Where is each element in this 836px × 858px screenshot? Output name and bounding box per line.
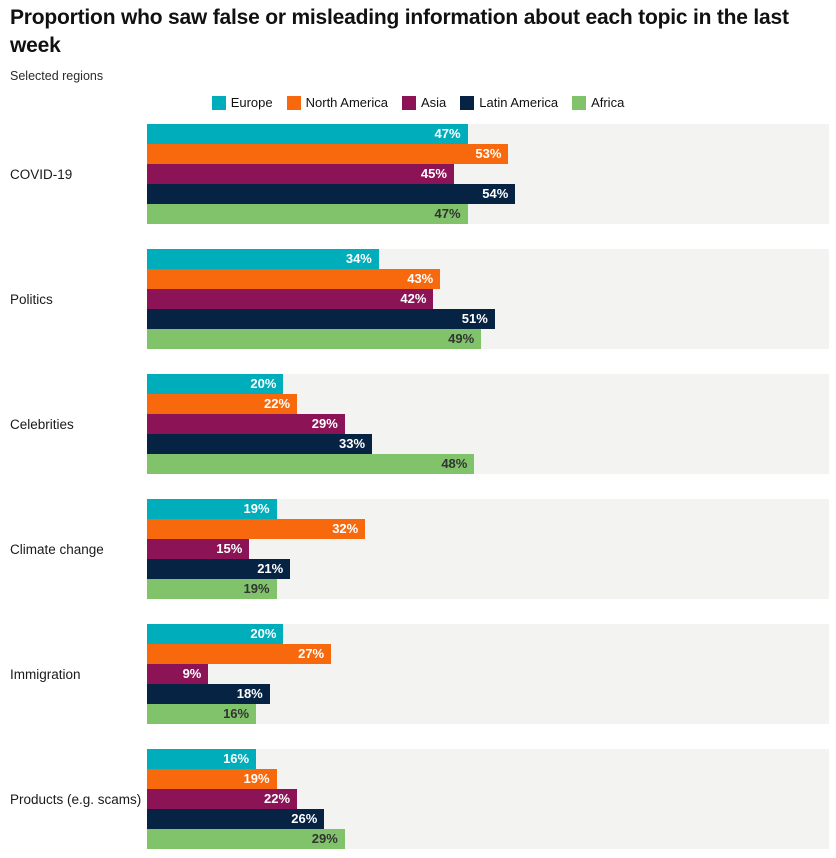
bar-latin-america: 54% bbox=[147, 184, 516, 204]
bar-north-america: 27% bbox=[147, 644, 332, 664]
bar-north-america: 53% bbox=[147, 144, 509, 164]
category-label: Politics bbox=[10, 291, 53, 307]
category-group: Celebrities 20% 22% 29% 33% 48% bbox=[0, 374, 836, 474]
bar-value-label: 26% bbox=[291, 811, 318, 826]
bar-europe: 19% bbox=[147, 499, 277, 519]
bar-north-america: 22% bbox=[147, 394, 298, 414]
bar-africa: 19% bbox=[147, 579, 277, 599]
legend-swatch-icon bbox=[211, 95, 226, 110]
bar-value-label: 29% bbox=[311, 831, 338, 846]
bar-asia: 15% bbox=[147, 539, 250, 559]
bar-europe: 34% bbox=[147, 249, 379, 269]
bar-asia: 22% bbox=[147, 789, 298, 809]
bar-africa: 49% bbox=[147, 329, 482, 349]
bar-value-label: 20% bbox=[250, 376, 277, 391]
legend-swatch-icon bbox=[286, 95, 301, 110]
chart-subtitle: Selected regions bbox=[10, 69, 104, 83]
bar-north-america: 32% bbox=[147, 519, 366, 539]
bar-value-label: 19% bbox=[243, 501, 270, 516]
bar-north-america: 43% bbox=[147, 269, 441, 289]
legend-swatch-icon bbox=[460, 95, 475, 110]
legend-swatch-icon bbox=[572, 95, 587, 110]
bar-value-label: 22% bbox=[264, 396, 291, 411]
legend-item-africa: Africa bbox=[572, 95, 624, 110]
category-label: COVID-19 bbox=[10, 166, 73, 182]
chart-legend: Europe North America Asia Latin America Afri… bbox=[0, 95, 836, 110]
bar-value-label: 43% bbox=[407, 271, 434, 286]
category-label: Products (e.g. scams) bbox=[10, 791, 142, 807]
bar-latin-america: 33% bbox=[147, 434, 373, 454]
legend-label: Latin America bbox=[479, 95, 559, 110]
bar-latin-america: 21% bbox=[147, 559, 291, 579]
bar-value-label: 19% bbox=[243, 581, 270, 596]
bar-asia: 29% bbox=[147, 414, 345, 434]
legend-item-asia: Asia bbox=[402, 95, 446, 110]
bar-value-label: 53% bbox=[475, 146, 502, 161]
bar-value-label: 16% bbox=[223, 751, 250, 766]
plot-band: 19% 32% 15% 21% 19% bbox=[147, 499, 829, 599]
bar-value-label: 16% bbox=[223, 706, 250, 721]
bar-value-label: 9% bbox=[182, 666, 202, 681]
bar-asia: 42% bbox=[147, 289, 434, 309]
plot-band: 47% 53% 45% 54% 47% bbox=[147, 124, 829, 224]
legend-label: Europe bbox=[230, 95, 273, 110]
bar-value-label: 33% bbox=[339, 436, 366, 451]
bar-africa: 29% bbox=[147, 829, 345, 849]
legend-item-north-america: North America bbox=[286, 95, 388, 110]
bar-latin-america: 51% bbox=[147, 309, 495, 329]
bar-asia: 45% bbox=[147, 164, 454, 184]
bar-europe: 47% bbox=[147, 124, 468, 144]
bar-value-label: 19% bbox=[243, 771, 270, 786]
legend-label: North America bbox=[305, 95, 388, 110]
bar-value-label: 48% bbox=[441, 456, 468, 471]
category-group: Climate change 19% 32% 15% 21% 19% bbox=[0, 499, 836, 599]
bar-value-label: 45% bbox=[420, 166, 447, 181]
bar-africa: 47% bbox=[147, 204, 468, 224]
grouped-bar-chart: COVID-19 47% 53% 45% 54% 47% Politics 34% 43% 42%… bbox=[0, 124, 836, 849]
bar-value-label: 29% bbox=[311, 416, 338, 431]
bar-europe: 20% bbox=[147, 624, 284, 644]
plot-band: 20% 22% 29% 33% 48% bbox=[147, 374, 829, 474]
category-group: Politics 34% 43% 42% 51% 49% bbox=[0, 249, 836, 349]
bar-value-label: 54% bbox=[482, 186, 509, 201]
category-group: Products (e.g. scams) 16% 19% 22% 26% 29% bbox=[0, 749, 836, 849]
bar-north-america: 19% bbox=[147, 769, 277, 789]
bar-africa: 48% bbox=[147, 454, 475, 474]
chart-title: Proportion who saw false or misleading i… bbox=[10, 6, 789, 57]
bar-africa: 16% bbox=[147, 704, 257, 724]
plot-band: 20% 27% 9% 18% 16% bbox=[147, 624, 829, 724]
bar-value-label: 49% bbox=[448, 331, 475, 346]
legend-label: Africa bbox=[591, 95, 625, 110]
bar-europe: 20% bbox=[147, 374, 284, 394]
plot-band: 16% 19% 22% 26% 29% bbox=[147, 749, 829, 849]
bar-value-label: 51% bbox=[461, 311, 488, 326]
bar-value-label: 47% bbox=[434, 126, 461, 141]
bar-value-label: 18% bbox=[236, 686, 263, 701]
bar-value-label: 32% bbox=[332, 521, 359, 536]
bar-value-label: 15% bbox=[216, 541, 243, 556]
bar-asia: 9% bbox=[147, 664, 209, 684]
category-label: Celebrities bbox=[10, 416, 74, 432]
bar-value-label: 47% bbox=[434, 206, 461, 221]
bar-latin-america: 18% bbox=[147, 684, 270, 704]
bar-value-label: 34% bbox=[345, 251, 372, 266]
bar-value-label: 22% bbox=[264, 791, 291, 806]
legend-label: Asia bbox=[421, 95, 447, 110]
category-group: Immigration 20% 27% 9% 18% 16% bbox=[0, 624, 836, 724]
category-group: COVID-19 47% 53% 45% 54% 47% bbox=[0, 124, 836, 224]
category-label: Climate change bbox=[10, 541, 104, 557]
legend-swatch-icon bbox=[402, 95, 416, 110]
plot-band: 34% 43% 42% 51% 49% bbox=[147, 249, 829, 349]
legend-item-latin-america: Latin America bbox=[460, 95, 558, 110]
category-label: Immigration bbox=[10, 666, 81, 682]
bar-value-label: 42% bbox=[400, 291, 427, 306]
bar-europe: 16% bbox=[147, 749, 257, 769]
bar-value-label: 27% bbox=[298, 646, 325, 661]
bar-latin-america: 26% bbox=[147, 809, 325, 829]
bar-value-label: 21% bbox=[257, 561, 284, 576]
bar-value-label: 20% bbox=[250, 626, 277, 641]
legend-item-europe: Europe bbox=[211, 95, 273, 110]
